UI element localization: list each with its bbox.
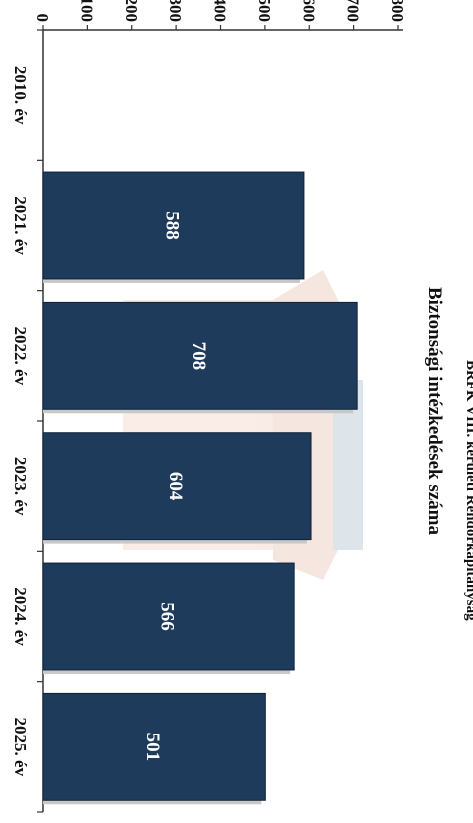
bar-value-label: 588 (161, 211, 182, 240)
y-axis: 0 100 200 300 400 500 600 700 800 (33, 0, 407, 31)
y-tick-label: 100 (77, 0, 96, 22)
y-tick-label: 800 (388, 0, 407, 22)
x-axis: 2010. év 2021. év 2022. év 2023. év 2024. év… (11, 29, 44, 813)
bar-value-label: 708 (188, 342, 209, 371)
y-tick-label: 200 (122, 0, 141, 22)
bar (42, 562, 295, 671)
bar-value-label: 501 (142, 733, 163, 762)
bar-value-label: 566 (157, 602, 178, 631)
y-tick-label: 500 (255, 0, 274, 22)
y-tick-label: 400 (211, 0, 230, 22)
bar (42, 692, 266, 801)
chart-title: Biztonsági intézkedések száma (424, 287, 445, 536)
bar (42, 171, 305, 280)
y-tick-label: 0 (33, 14, 52, 23)
y-tick-label: 700 (344, 0, 363, 22)
y-tick-label: 600 (299, 0, 318, 22)
x-tick-label: 2025. év (11, 718, 30, 777)
y-tick-label: 300 (166, 0, 185, 22)
x-tick-label: 2023. év (11, 457, 30, 516)
page-header-fragment: BRFK VIII. kerületi Rendőrkapitányság (463, 360, 473, 621)
x-tick-label: 2024. év (11, 587, 30, 646)
x-tick-label: 2021. év (11, 196, 30, 255)
x-tick-label: 2022. év (11, 327, 30, 386)
bar-value-label: 604 (165, 472, 186, 501)
bars-group: 588 708 604 566 501 (42, 171, 358, 805)
bar (42, 432, 312, 541)
x-tick-label: 2010. év (11, 66, 30, 125)
bar (42, 301, 358, 410)
